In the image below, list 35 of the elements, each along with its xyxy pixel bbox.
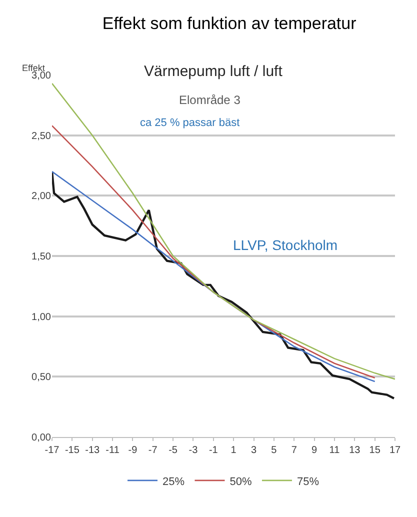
y-tick-label: 2,50	[32, 130, 52, 142]
y-tick-label: 1,50	[32, 252, 52, 262]
x-tick-label: -9	[128, 445, 138, 456]
x-tick-label: -7	[148, 445, 158, 456]
legend-label: 25%	[162, 476, 185, 488]
x-tick-label: 7	[291, 445, 298, 456]
x-tick-label: -1	[208, 445, 218, 456]
x-tick-label: 13	[349, 445, 361, 456]
x-tick-label: -3	[188, 445, 198, 456]
chart-title: Effekt som funktion av temperatur	[102, 14, 357, 34]
x-tick-label: -11	[106, 445, 120, 456]
x-tick-label: 15	[369, 445, 381, 456]
x-tick-label: -13	[85, 445, 100, 456]
y-tick-label: 0,00	[32, 432, 52, 444]
x-tick-label: 11	[329, 445, 340, 456]
annotation: Elområde 3	[179, 93, 241, 107]
annotation: ca 25 % passar bäst	[140, 117, 240, 129]
x-tick-label: -5	[168, 445, 178, 456]
x-tick-label: 9	[312, 445, 318, 456]
y-tick-label: 2,00	[32, 191, 52, 202]
x-tick-label: 5	[271, 445, 278, 456]
x-tick-label: -15	[64, 445, 80, 456]
legend-label: 50%	[230, 476, 252, 488]
y-tick-label: 1,00	[32, 312, 52, 323]
y-axis-title: Effekt	[22, 63, 46, 73]
x-tick-label: 3	[250, 445, 257, 456]
x-tick-label: -17	[44, 445, 60, 456]
x-tick-label: 1	[230, 445, 237, 456]
line-series	[52, 82, 395, 380]
y-tick-label: 0,50	[32, 372, 52, 384]
chart-subtitle: Värmepump luft / luft	[144, 63, 284, 80]
legend-label: 75%	[296, 476, 320, 488]
y-tick-label: 3,00	[32, 70, 52, 82]
annotation: LLVP, Stockholm	[233, 237, 338, 253]
x-tick-label: 17	[389, 445, 401, 456]
